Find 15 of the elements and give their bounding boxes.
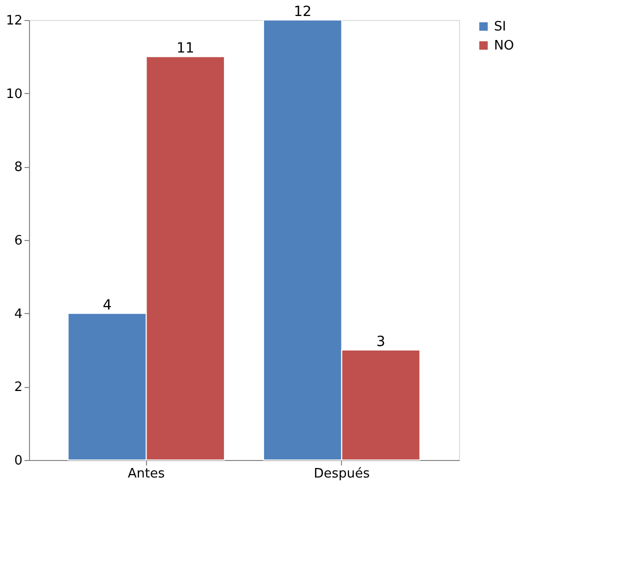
data-label: 12 <box>294 4 312 20</box>
y-tick-label: 10 <box>6 86 22 102</box>
data-label: 11 <box>176 40 194 57</box>
y-tick-label: 6 <box>14 234 22 248</box>
data-label: 4 <box>102 297 112 314</box>
y-tick-label: 4 <box>14 306 22 322</box>
data-label: 3 <box>376 334 386 350</box>
legend-label: NO <box>494 38 514 54</box>
y-tick-label: 0 <box>14 454 22 468</box>
y-tick-label: 2 <box>14 380 22 396</box>
legend-label: SI <box>494 20 506 34</box>
y-tick-label: 8 <box>14 160 22 176</box>
x-tick-label: Antes <box>128 466 165 482</box>
x-tick-label: Después <box>314 466 370 482</box>
y-tick-label: 12 <box>6 14 22 28</box>
